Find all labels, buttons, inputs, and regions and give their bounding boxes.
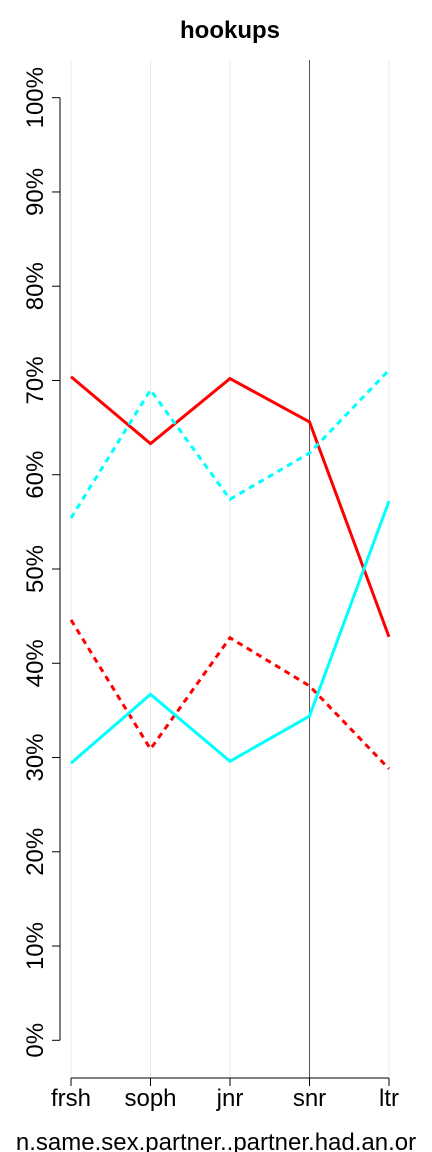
chart-title: hookups	[180, 17, 280, 44]
y-tick-label: 90%	[22, 168, 49, 216]
series-line	[70, 375, 391, 638]
x-tick-label: ltr	[379, 1085, 399, 1112]
series-line	[69, 369, 391, 519]
y-tick-label: 40%	[22, 639, 49, 687]
x-tick-label: frsh	[51, 1085, 91, 1112]
series-line	[70, 500, 391, 765]
x-axis-label: n.same.sex.partner..partner.had.an.or	[16, 1129, 416, 1152]
x-tick-label: soph	[124, 1085, 176, 1112]
y-tick-label: 50%	[22, 545, 49, 593]
y-tick-label: 60%	[22, 451, 49, 499]
series-line	[69, 619, 391, 770]
y-tick-label: 20%	[22, 828, 49, 876]
y-tick-label: 100%	[22, 67, 49, 128]
y-tick-label: 80%	[22, 262, 49, 310]
x-tick-label: jnr	[216, 1085, 244, 1112]
y-tick-label: 30%	[22, 733, 49, 781]
y-tick-label: 10%	[22, 922, 49, 970]
x-tick-label: snr	[293, 1085, 326, 1112]
y-tick-label: 0%	[22, 1023, 49, 1058]
y-tick-label: 70%	[22, 356, 49, 404]
